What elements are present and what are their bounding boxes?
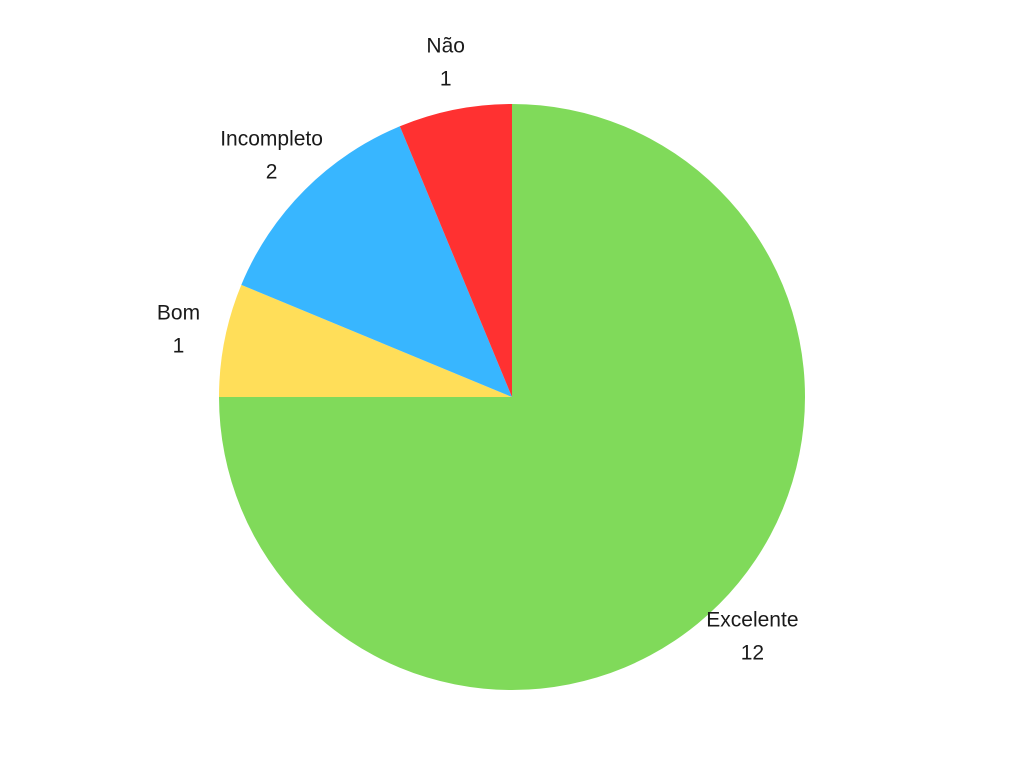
pie-slice-nao <box>399 104 512 397</box>
slice-label-value-excelente: 12 <box>741 641 764 664</box>
slice-label-value-nao: 1 <box>440 68 452 91</box>
slice-label-name-nao: Não <box>426 35 465 58</box>
pie-slice-incompleto <box>241 126 513 398</box>
pie-slices <box>219 104 805 690</box>
slice-label-name-excelente: Excelente <box>706 608 798 631</box>
slice-label-value-incompleto: 2 <box>266 161 278 184</box>
slice-label-value-bom: 1 <box>173 335 185 358</box>
pie-labels: Excelente 12 Bom 1 Incompleto 2 Não 1 <box>157 35 799 665</box>
slice-label-name-incompleto: Incompleto <box>220 128 323 151</box>
slice-label-name-bom: Bom <box>157 302 200 325</box>
pie-slice-bom <box>219 284 512 397</box>
